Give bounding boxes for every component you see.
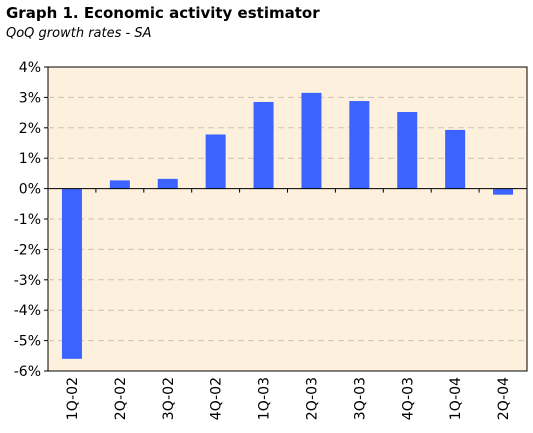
y-tick-label: -3%	[14, 273, 41, 289]
bar-2q-03	[301, 92, 322, 189]
bar-1q-02	[61, 188, 82, 359]
bar-2q-02	[109, 180, 130, 189]
y-tick-label: 1%	[19, 151, 41, 167]
plot-area	[47, 66, 528, 372]
y-tick-label: -4%	[14, 303, 41, 319]
x-tick-label: 1Q-04	[448, 377, 464, 420]
bar-3q-03	[349, 101, 370, 189]
x-tick-label: 2Q-04	[496, 377, 512, 420]
x-tick-label: 2Q-02	[113, 377, 129, 420]
x-tick-label: 3Q-02	[161, 377, 177, 420]
y-tick-label: 2%	[19, 121, 41, 137]
bar-1q-04	[445, 129, 466, 189]
y-tick-label: -1%	[14, 212, 41, 228]
chart-subtitle: QoQ growth rates - SA	[6, 26, 152, 41]
x-tick-label: 2Q-03	[304, 377, 320, 420]
bar-1q-03	[253, 101, 274, 189]
bars	[61, 92, 514, 359]
axes	[48, 188, 527, 193]
x-tick-labels: 1Q-02 2Q-02 3Q-02 4Q-02 1Q-03 2Q-03 3Q-03 4Q-03…	[65, 377, 512, 420]
bar-4q-02	[205, 134, 226, 189]
x-tick-label: 1Q-02	[65, 377, 81, 420]
y-tick-label: -2%	[14, 242, 41, 258]
y-tick-label: 0%	[19, 182, 41, 198]
x-tick-label: 3Q-03	[352, 377, 368, 420]
bar-2q-04	[493, 188, 514, 195]
y-tick-label: 4%	[19, 60, 41, 76]
y-tick-label: 3%	[19, 90, 41, 106]
bar-4q-03	[397, 111, 418, 189]
x-tick-label: 4Q-03	[400, 377, 416, 420]
x-tick-label: 4Q-02	[209, 377, 225, 420]
x-tick-label: 1Q-03	[257, 377, 273, 420]
y-tick-labels: 4% 3% 2% 1% 0% -1% -2% -3% -4% -5% -6%	[14, 60, 48, 380]
bar-3q-02	[157, 178, 178, 189]
y-tick-label: -6%	[14, 364, 41, 380]
chart-title: Graph 1. Economic activity estimator	[6, 4, 320, 22]
y-tick-label: -5%	[14, 334, 41, 350]
